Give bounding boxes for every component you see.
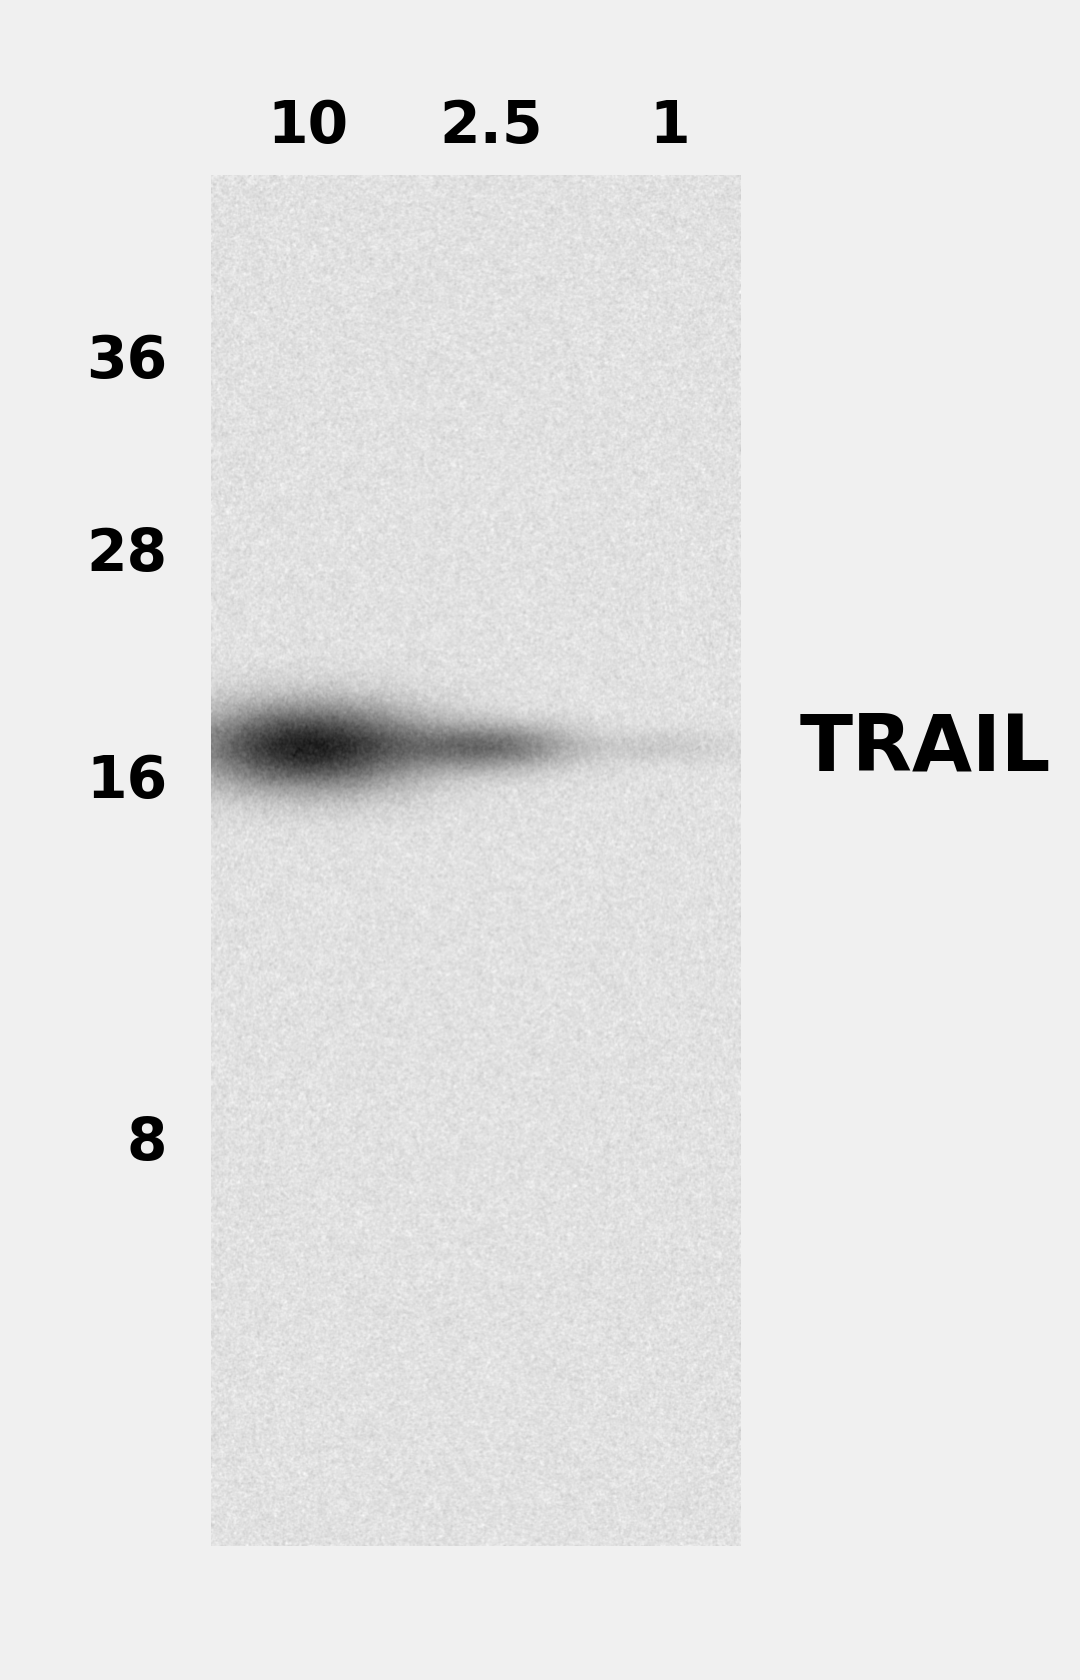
Text: 2.5: 2.5: [440, 97, 543, 155]
Text: TRAIL: TRAIL: [799, 709, 1051, 786]
Text: 36: 36: [86, 333, 167, 390]
Text: 1: 1: [649, 97, 690, 155]
Text: 8: 8: [127, 1114, 167, 1171]
Text: 10: 10: [267, 97, 349, 155]
Text: 28: 28: [86, 526, 167, 583]
Text: 16: 16: [86, 753, 167, 810]
